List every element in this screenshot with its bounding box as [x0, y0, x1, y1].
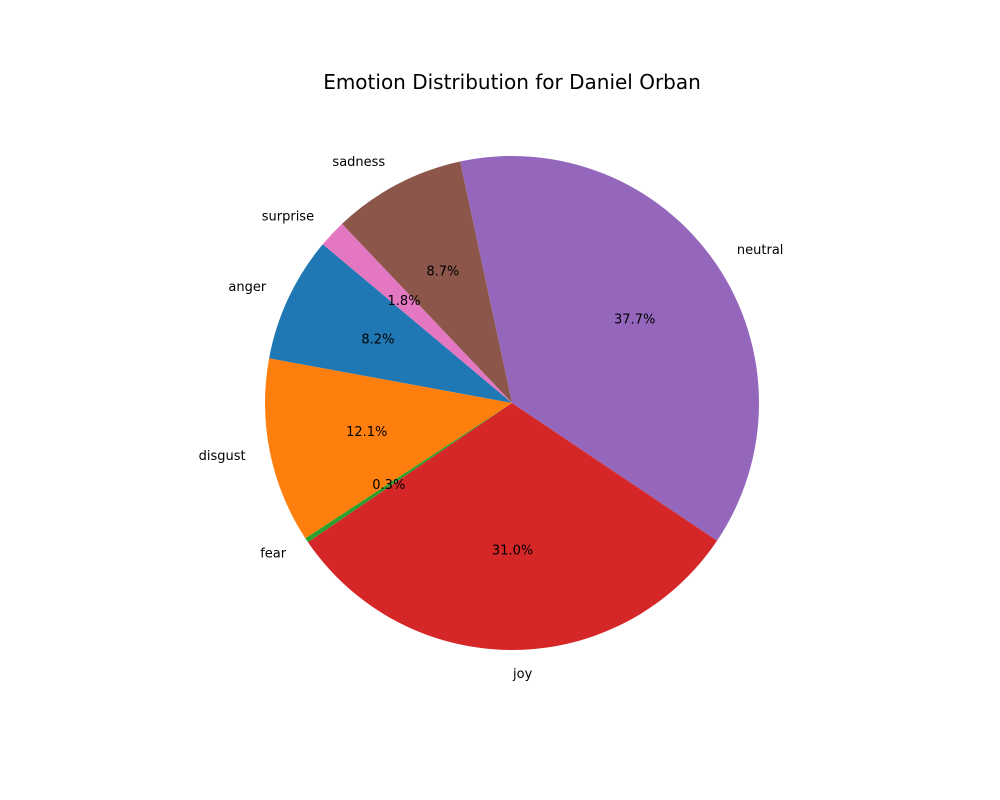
pie-slice-anger: [269, 244, 512, 403]
slice-label-fear: fear: [260, 547, 287, 562]
pie-slice-neutral: [460, 156, 760, 541]
pie-slice-surprise: [322, 223, 512, 403]
pct-label-fear: 0.3%: [372, 478, 405, 493]
slice-label-disgust: disgust: [199, 449, 246, 464]
slice-label-joy: joy: [512, 667, 533, 682]
slice-label-surprise: surprise: [262, 209, 314, 224]
pct-label-disgust: 12.1%: [346, 425, 387, 440]
pie-slice-fear: [305, 403, 512, 543]
pct-label-anger: 8.2%: [361, 332, 394, 347]
pie-slice-joy: [307, 403, 718, 650]
pct-label-sadness: 8.7%: [426, 264, 459, 279]
slice-label-anger: anger: [228, 280, 266, 295]
chart-title: Emotion Distribution for Daniel Orban: [323, 70, 701, 94]
slice-label-neutral: neutral: [737, 243, 784, 258]
pie-slice-sadness: [341, 161, 512, 403]
pct-label-joy: 31.0%: [492, 544, 533, 559]
pct-label-surprise: 1.8%: [388, 294, 421, 309]
pct-label-neutral: 37.7%: [614, 312, 655, 327]
pie-labels: anger 8.2% disgust 12.1% fear 0.3% joy 31.0% neu…: [199, 155, 784, 682]
pie-slice-disgust: [265, 358, 512, 539]
slice-label-sadness: sadness: [332, 155, 385, 170]
pie-slices: [265, 156, 760, 650]
